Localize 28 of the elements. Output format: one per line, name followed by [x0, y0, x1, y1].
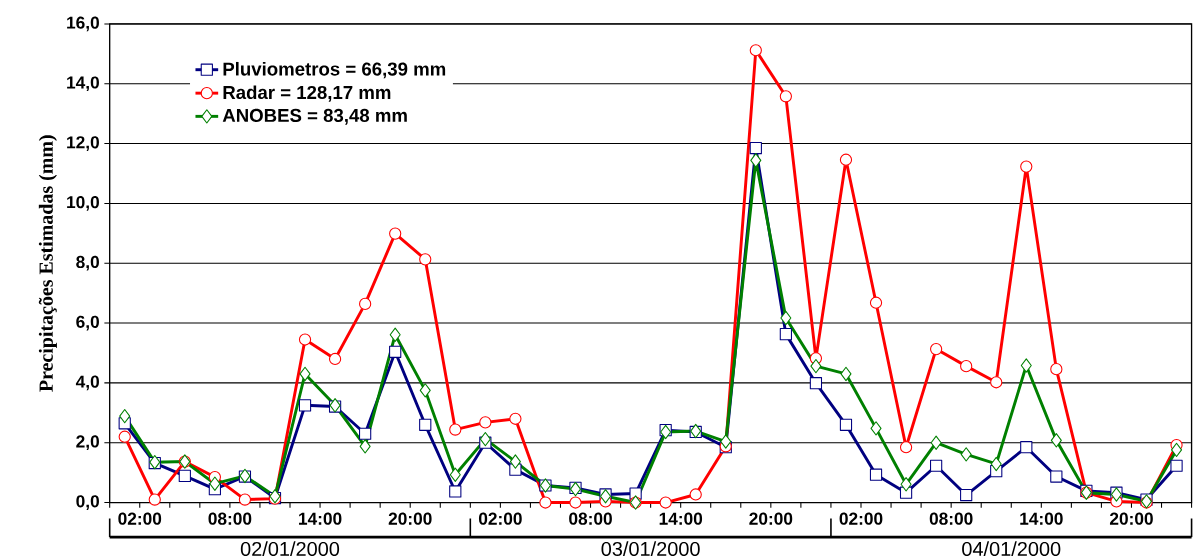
x-tick-label: 14:00	[659, 512, 703, 525]
legend-label: Radar = 128,17 mm	[223, 85, 391, 102]
x-tick-label: 20:00	[749, 512, 793, 525]
text: 04/01/2000	[962, 541, 1061, 556]
text: 03/01/2000	[601, 541, 700, 556]
x-tick-label: 08:00	[929, 512, 973, 525]
y-tick-label: 6,0	[76, 315, 99, 331]
x-tick-label: 20:00	[1109, 512, 1153, 525]
y-axis-title: Precipitações Estimadas (mm)	[38, 135, 57, 392]
y-tick-label: 8,0	[76, 255, 99, 271]
y-tick-label: 10,0	[67, 195, 99, 211]
x-tick-label: 02:00	[118, 512, 162, 525]
y-tick-label: 4,0	[75, 375, 99, 391]
x-tick-label: 02:00	[478, 512, 522, 525]
x-tick-label: 14:00	[299, 512, 342, 525]
y-tick-label: 16,0	[67, 16, 99, 32]
x-tick-label: 20:00	[388, 512, 432, 525]
x-tick-label: 02:00	[839, 512, 883, 525]
legend-label: Pluviometros = 66,39 mm	[223, 61, 446, 79]
x-tick-label: 14:00	[1020, 512, 1063, 525]
y-tick-label: 14,0	[67, 76, 99, 91]
x-tick-label: 08:00	[208, 512, 252, 525]
y-tick-label: 0,0	[76, 495, 99, 510]
y-tick-label: 12,0	[67, 136, 99, 151]
x-tick-label: 08:00	[569, 512, 612, 525]
legend-label: ANOBES = 83,48 mm	[222, 108, 407, 125]
text: 02/01/2000	[240, 541, 340, 556]
y-tick-label: 2,0	[76, 435, 99, 450]
